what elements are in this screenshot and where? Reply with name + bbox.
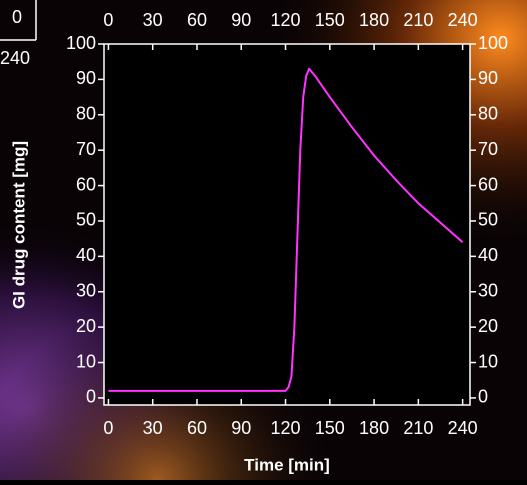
x-tick-label-top: 150	[315, 10, 345, 30]
y-tick-label: 0	[86, 387, 96, 407]
x-tick-label: 150	[315, 418, 345, 438]
plot-area	[104, 44, 470, 405]
x-tick-label-top: 210	[403, 10, 433, 30]
y-tick-label-right: 40	[478, 245, 498, 265]
x-tick-label-top: 180	[359, 10, 389, 30]
y-tick-label-right: 90	[478, 68, 498, 88]
y-tick-label-right: 30	[478, 280, 498, 300]
x-tick-label: 120	[271, 418, 301, 438]
y-tick-label-right: 80	[478, 104, 498, 124]
x-tick-label-top: 30	[143, 10, 163, 30]
x-tick-label: 30	[143, 418, 163, 438]
x-tick-label-top: 60	[187, 10, 207, 30]
y-tick-label-right: 60	[478, 174, 498, 194]
y-tick-label: 80	[76, 104, 96, 124]
y-tick-label: 60	[76, 174, 96, 194]
x-tick-label: 240	[448, 418, 478, 438]
x-tick-label-top: 0	[103, 10, 113, 30]
y-tick-label: 40	[76, 245, 96, 265]
y-tick-label: 30	[76, 280, 96, 300]
y-tick-label: 20	[76, 316, 96, 336]
x-tick-label: 180	[359, 418, 389, 438]
x-tick-label-top: 90	[231, 10, 251, 30]
y-tick-label-right: 70	[478, 139, 498, 159]
x-tick-label: 60	[187, 418, 207, 438]
x-tick-label-top: 240	[448, 10, 478, 30]
x-axis-title: Time [min]	[244, 455, 330, 474]
clipped-label: 0	[12, 7, 22, 27]
y-tick-label-right: 50	[478, 210, 498, 230]
clipped-label: 240	[0, 48, 30, 68]
y-tick-label: 10	[76, 351, 96, 371]
y-tick-label: 70	[76, 139, 96, 159]
plot-frame	[103, 43, 471, 406]
data-line	[108, 67, 464, 392]
x-tick-label: 0	[103, 418, 113, 438]
x-tick-label: 90	[231, 418, 251, 438]
y-tick-label: 90	[76, 68, 96, 88]
y-tick-label-right: 0	[478, 387, 488, 407]
y-tick-label-right: 100	[478, 33, 508, 53]
x-tick-label: 210	[403, 418, 433, 438]
y-tick-label-right: 10	[478, 351, 498, 371]
y-tick-label-right: 20	[478, 316, 498, 336]
y-axis-title: GI drug content [mg]	[9, 141, 28, 309]
y-tick-label: 100	[66, 33, 96, 53]
y-tick-label: 50	[76, 210, 96, 230]
x-tick-label-top: 120	[271, 10, 301, 30]
